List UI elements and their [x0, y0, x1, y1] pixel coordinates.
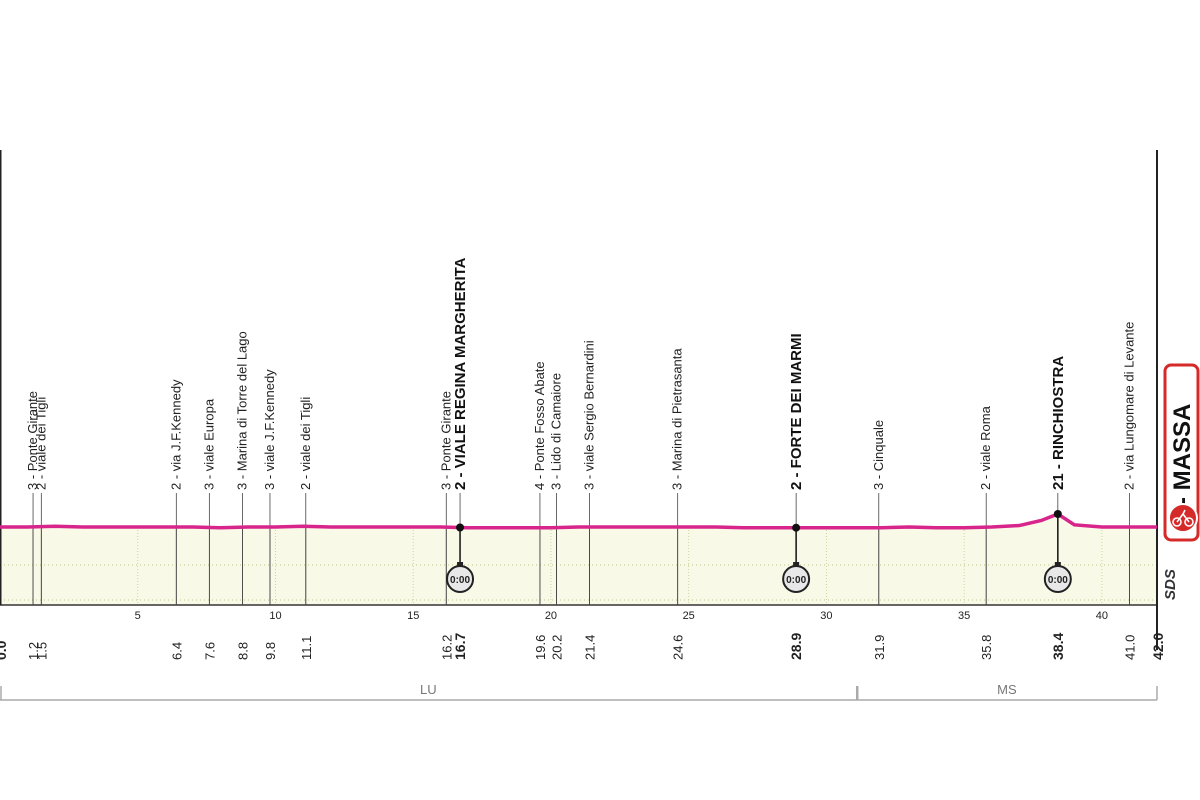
elevation-line	[0, 512, 1157, 530]
waypoint-km: 6.4	[169, 642, 184, 660]
timer-dot	[792, 523, 801, 532]
waypoint-km: 9.8	[263, 642, 278, 660]
start-km: 0.0	[0, 640, 9, 660]
waypoint-label: 3 - Ponte Girante	[25, 391, 40, 490]
waypoint-km: 38.4	[1050, 633, 1066, 660]
waypoint-label: 2 - via Lungomare di Levante	[1121, 322, 1136, 490]
finish-icon	[1168, 503, 1198, 533]
waypoint-km: 8.8	[235, 642, 250, 660]
waypoint-km: 11.1	[299, 636, 314, 660]
waypoint-km: 1.5	[34, 642, 49, 660]
waypoint-label: 4 - Ponte Fosso Abate	[532, 361, 547, 490]
km-tick-label: 40	[1096, 610, 1108, 622]
waypoint-km: 31.9	[872, 635, 887, 660]
timer-icon	[446, 565, 475, 593]
timer-crown	[457, 562, 464, 566]
waypoint-label: 3 - Cinquale	[871, 420, 886, 490]
timer-label: 0:00	[1048, 575, 1068, 586]
timer-label: 0:00	[786, 575, 806, 586]
waypoint-label: 3 - viale Europa	[201, 398, 216, 490]
waypoint-km: 16.7	[452, 633, 468, 660]
km-tick-label: 15	[407, 610, 419, 622]
km-tick-label: 10	[269, 610, 281, 622]
chart-layer: 5 10 15 20 25 30 35 40 3 - Ponte Girante 1.2 2 - v…	[0, 150, 1166, 701]
waypoint-label: 2 - VIALE REGINA MARGHERITA	[452, 257, 469, 490]
waypoint-km: 16.2	[439, 635, 454, 660]
km-tick-label: 20	[545, 610, 557, 622]
waypoint-km: 21.4	[583, 635, 598, 660]
waypoint-label: 2 - viale Roma	[978, 405, 993, 490]
timer-dot	[1053, 510, 1062, 518]
waypoint-km: 41.0	[1122, 635, 1137, 660]
waypoint-label: 3 - Marina di Pietrasanta	[670, 348, 685, 490]
waypoint-label: 2 - FORTE DEI MARMI	[788, 333, 805, 490]
region-label: LU	[420, 682, 437, 697]
waypoint-label: 2 - viale dei Tigli	[33, 397, 48, 490]
waypoint-label: 3 - viale Sergio Bernardini	[582, 340, 597, 490]
waypoint-km: 1.2	[26, 642, 41, 660]
finish-km: 42.0	[1150, 633, 1166, 660]
waypoint-label: 3 - Lido di Camaiore	[548, 373, 563, 490]
timer-label: 0:00	[450, 575, 470, 586]
timer-crown	[793, 562, 800, 566]
profile-area	[0, 514, 1157, 605]
waypoint-label: 2 - via J.F.Kennedy	[168, 379, 183, 490]
finish-box	[1163, 363, 1200, 542]
waypoint-km: 19.6	[533, 635, 548, 660]
waypoint-label: 3 - viale J.F.Kennedy	[262, 369, 277, 490]
waypoint-km: 35.8	[979, 635, 994, 660]
waypoint-label: 3 - Marina di Torre del Lago	[234, 331, 249, 490]
timer-icon	[782, 565, 811, 593]
credit: SDS	[1162, 569, 1179, 600]
timer-crown	[1054, 562, 1061, 566]
timer-icon	[1043, 565, 1072, 593]
km-tick-label: 30	[820, 610, 832, 622]
timer-dot	[456, 523, 465, 532]
waypoint-label: 2 - viale dei Tigli	[298, 397, 313, 490]
waypoint-km: 7.6	[202, 642, 217, 660]
km-tick-label: 5	[135, 610, 141, 622]
km-tick-label: 35	[958, 610, 970, 622]
waypoint-label: 3 - Ponte Girante	[438, 391, 453, 490]
region-label: MS	[997, 682, 1017, 697]
waypoint-km: 24.6	[671, 635, 686, 660]
waypoint-label: 21 - RINCHIOSTRA	[1050, 356, 1067, 490]
waypoint-km: 20.2	[549, 635, 564, 660]
km-tick-label: 25	[683, 610, 695, 622]
waypoint-km: 28.9	[788, 633, 804, 660]
